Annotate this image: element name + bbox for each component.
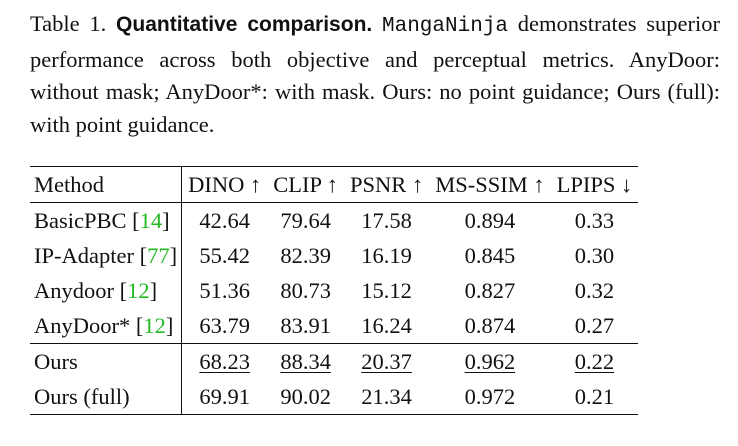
table-row: IP-Adapter [77] 55.42 82.39 16.19 0.845 …	[30, 238, 638, 273]
value-cell: 63.79	[199, 312, 250, 338]
value-cell: 83.91	[280, 312, 331, 338]
header-clip: CLIP ↑	[273, 171, 339, 197]
table-row: BasicPBC [14] 42.64 79.64 17.58 0.894 0.…	[30, 202, 638, 238]
value-cell: 0.30	[574, 242, 615, 268]
value-cell: 0.827	[464, 277, 516, 303]
value-cell: 42.64	[199, 207, 250, 233]
citation-link[interactable]: 14	[139, 207, 163, 233]
caption-method-name: MangaNinja	[382, 15, 509, 38]
value-cell: 90.02	[280, 383, 331, 409]
value-cell: 80.73	[280, 277, 331, 303]
value-cell: 0.972	[464, 383, 516, 409]
value-cell: 15.12	[361, 277, 412, 303]
table-row-ours: Ours 68.23 88.34 20.37 0.962 0.22	[30, 343, 639, 379]
value-cell: 17.58	[361, 207, 412, 233]
value-cell: 0.33	[574, 207, 615, 233]
value-cell: 16.24	[361, 312, 412, 338]
value-cell: 0.874	[464, 312, 516, 338]
value-cell: 79.64	[280, 207, 331, 233]
value-cell: 21.34	[361, 383, 412, 409]
header-lpips: LPIPS ↓	[556, 171, 633, 197]
header-method: Method	[30, 166, 183, 203]
value-cell: 0.845	[464, 242, 516, 268]
table-row: Anydoor [12] 51.36 80.73 15.12 0.827 0.3…	[30, 273, 638, 308]
caption-title: Quantitative comparison.	[116, 13, 373, 36]
value-cell: 82.39	[280, 242, 331, 268]
value-cell: 0.27	[574, 312, 615, 338]
header-psnr: PSNR ↑	[350, 171, 424, 197]
citation-link[interactable]: 12	[143, 312, 166, 338]
value-cell: 55.42	[199, 242, 250, 268]
method-cell: BasicPBC [14]	[30, 202, 183, 238]
value-cell: 0.21	[574, 383, 615, 409]
citation-link[interactable]: 77	[147, 242, 170, 268]
method-cell: Anydoor [12]	[30, 273, 183, 308]
value-cell: 69.91	[199, 383, 250, 409]
table-row: AnyDoor* [12] 63.79 83.91 16.24 0.874 0.…	[30, 308, 638, 344]
method-cell: IP-Adapter [77]	[30, 238, 183, 273]
table-header-row: Method DINO ↑ CLIP ↑ PSNR ↑ MS-SSIM ↑ LP…	[30, 166, 639, 203]
method-cell: AnyDoor* [12]	[30, 308, 183, 344]
header-ms-ssim: MS-SSIM ↑	[435, 171, 545, 197]
caption-text: demonstrates superior performance across…	[30, 11, 721, 137]
table-caption: Table 1. Quantitative comparison. MangaN…	[30, 8, 720, 141]
caption-label: Table 1.	[30, 11, 107, 36]
value-cell: 20.37	[361, 348, 412, 374]
value-cell: 16.19	[361, 242, 412, 268]
results-table: Method DINO ↑ CLIP ↑ PSNR ↑ MS-SSIM ↑ LP…	[30, 166, 639, 415]
value-cell: 68.23	[199, 348, 250, 374]
value-cell: 0.22	[574, 348, 615, 374]
value-cell: 0.32	[574, 277, 615, 303]
value-cell: 88.34	[280, 348, 331, 374]
table-row-ours-full: Ours (full) 69.91 90.02 21.34 0.972 0.21	[30, 379, 639, 415]
value-cell: 0.962	[464, 348, 516, 374]
method-cell: Ours (full)	[30, 379, 183, 415]
value-cell: 51.36	[199, 277, 250, 303]
method-cell: Ours	[30, 343, 183, 379]
value-cell: 0.894	[464, 207, 516, 233]
citation-link[interactable]: 12	[127, 277, 150, 303]
header-dino: DINO ↑	[188, 171, 262, 197]
